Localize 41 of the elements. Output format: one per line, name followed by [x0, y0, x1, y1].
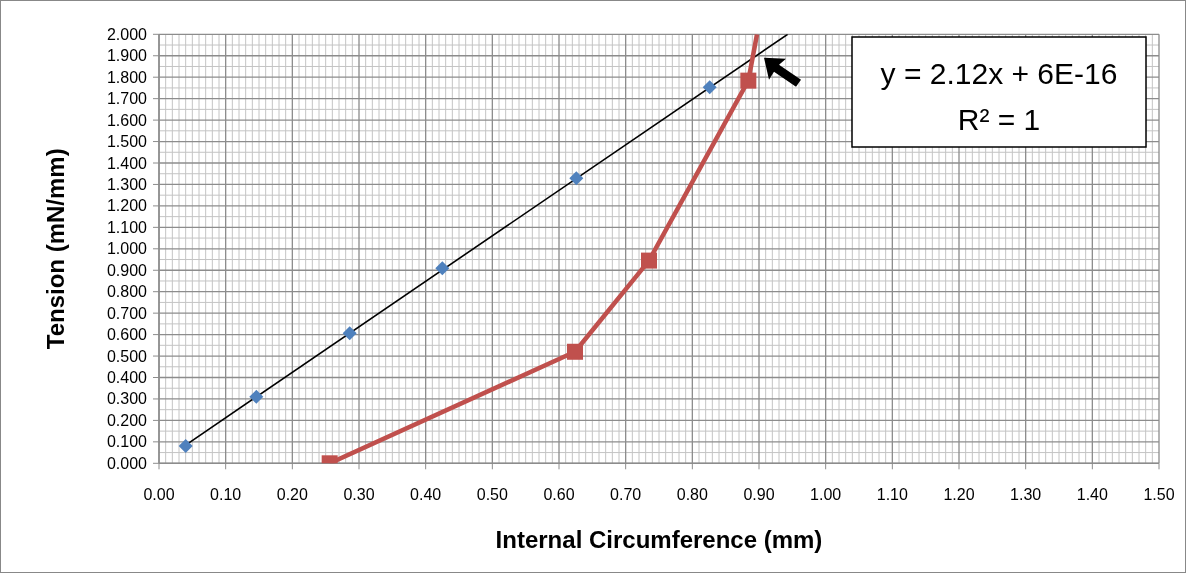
- x-tick-label: 0.80: [676, 486, 709, 504]
- annotation: y = 2.12x + 6E-16: [880, 57, 1118, 90]
- x-tick-label: 1.20: [943, 486, 975, 504]
- x-tick-label: 1.00: [810, 486, 842, 504]
- y-tick-label: 1.900: [106, 47, 148, 65]
- x-tick-label: 0.20: [276, 486, 309, 504]
- x-tick-label: 0.50: [476, 486, 509, 504]
- y-axis-title: Tension (mN/mm): [42, 148, 69, 350]
- x-tick-label: 0.40: [410, 486, 442, 504]
- y-tick-label: 1.200: [106, 197, 148, 215]
- x-tick-label: 0.70: [610, 486, 642, 504]
- y-tick-label: 1.400: [106, 154, 148, 172]
- y-tick-label: 0.800: [106, 283, 148, 301]
- y-tick-label: 0.600: [106, 326, 148, 344]
- x-tick-label: 1.50: [1143, 486, 1175, 504]
- y-tick-label: 2.000: [106, 25, 148, 43]
- y-tick-label: 1.500: [106, 133, 148, 151]
- y-tick-label: 1.800: [106, 68, 148, 86]
- x-tick-label: 0.60: [543, 486, 575, 504]
- x-tick-label: 1.10: [876, 486, 909, 504]
- annotation: R² = 1: [957, 103, 1041, 136]
- x-axis-title: Internal Circumference (mm): [495, 526, 823, 553]
- y-tick-label: 1.300: [106, 175, 148, 193]
- y-tick-label: 0.100: [106, 433, 148, 451]
- y-tick-label: 1.700: [106, 90, 148, 108]
- x-tick-label: 0.30: [343, 486, 375, 504]
- y-tick-label: 0.000: [106, 454, 148, 472]
- y-tick-label: 0.500: [106, 347, 148, 365]
- y-tick-label: 1.600: [106, 111, 148, 129]
- y-tick-label: 1.100: [106, 218, 148, 236]
- y-tick-label: 0.200: [106, 411, 148, 429]
- x-tick-label: 0.10: [210, 486, 242, 504]
- x-tick-label: 0.00: [143, 486, 175, 504]
- y-tick-label: 1.000: [106, 240, 148, 258]
- y-tick-label: 0.700: [106, 304, 148, 322]
- x-tick-label: 1.40: [1076, 486, 1109, 504]
- y-tick-label: 0.300: [106, 390, 148, 408]
- x-tick-label: 1.30: [1010, 486, 1042, 504]
- x-tick-label: 0.90: [743, 486, 775, 504]
- y-tick-label: 0.400: [106, 369, 148, 386]
- y-tick-label: 0.900: [106, 261, 148, 279]
